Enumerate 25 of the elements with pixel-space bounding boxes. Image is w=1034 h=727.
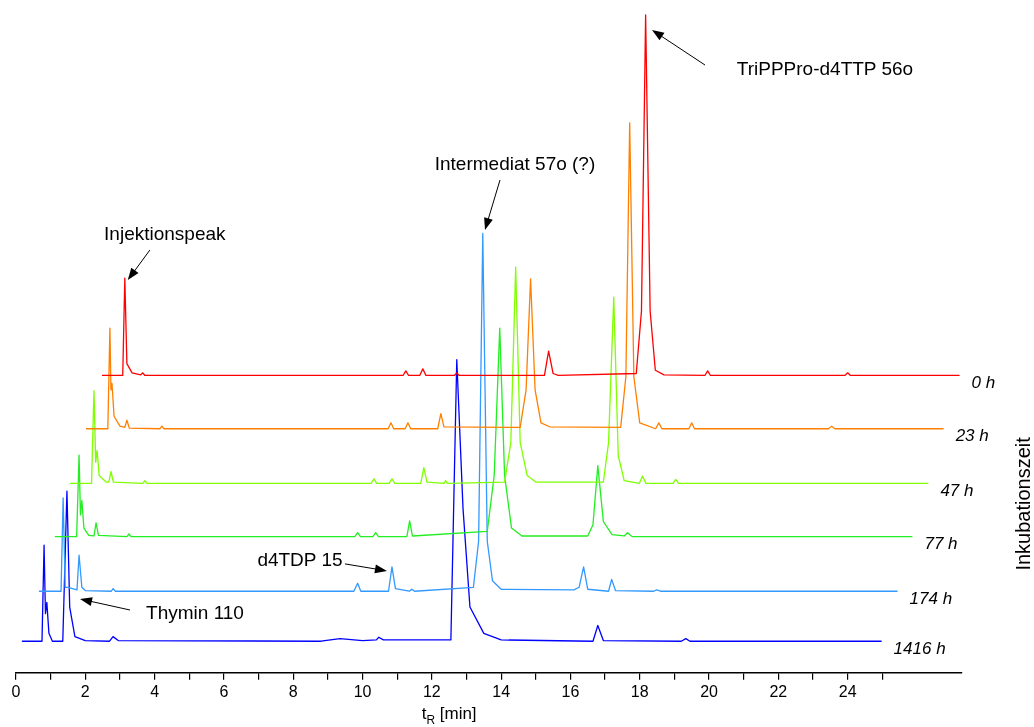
x-tick-label: 18 — [630, 682, 649, 700]
annotation: Intermediat 57o (?) — [434, 153, 596, 175]
series-label: 174 h — [909, 588, 953, 608]
x-tick-label: 14 — [492, 682, 511, 700]
x-tick-label: 24 — [838, 682, 857, 700]
x-tick-label: 8 — [288, 682, 298, 700]
series-label: 77 h — [924, 534, 958, 554]
x-tick-label: 22 — [769, 682, 788, 700]
y-axis-title: Inkubationszeit — [1011, 436, 1034, 571]
x-tick-label: 20 — [700, 682, 719, 700]
series-label: 0 h — [971, 373, 996, 393]
x-tick-label: 4 — [150, 682, 160, 700]
x-tick-label: 2 — [80, 682, 90, 700]
annotation: Injektionspeak — [104, 223, 227, 245]
series-label: 47 h — [940, 481, 974, 501]
x-tick-label: 12 — [422, 682, 441, 700]
x-tick-label: 16 — [561, 682, 580, 700]
x-tick-label: 6 — [219, 682, 229, 700]
x-tick-label: 10 — [353, 682, 372, 700]
annotation: d4TDP 15 — [257, 549, 343, 571]
series-label: 23 h — [954, 426, 989, 446]
x-tick-label: 0 — [11, 682, 21, 700]
series-label: 1416 h — [893, 638, 946, 658]
annotation: TriPPPro-d4TTP 56o — [736, 58, 914, 80]
annotation: Thymin 110 — [146, 602, 244, 624]
